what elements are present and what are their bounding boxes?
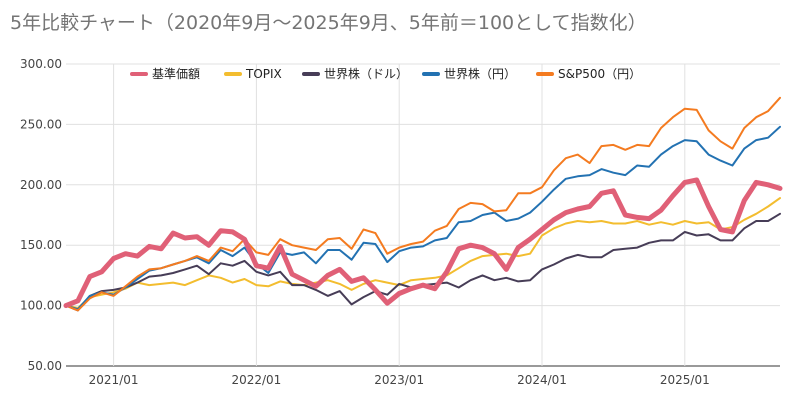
series-line-1 xyxy=(65,197,781,309)
x-tick-label: 2023/01 xyxy=(374,373,424,387)
series-line-2 xyxy=(65,212,781,312)
y-tick-label: 50.00 xyxy=(28,359,62,373)
legend-label-4: S&P500（円） xyxy=(558,67,641,81)
y-tick-label: 150.00 xyxy=(20,238,62,252)
grid-lines xyxy=(66,63,780,367)
legend-label-0: 基準価額 xyxy=(152,66,200,81)
legend-label-1: TOPIX xyxy=(245,67,282,81)
x-tick-label: 2022/01 xyxy=(231,373,281,387)
legend-label-3: 世界株（円） xyxy=(444,66,516,81)
series-line-0 xyxy=(63,177,783,309)
legend: 基準価額 TOPIX 世界株（ドル） 世界株（円） S&P500（円） xyxy=(130,66,641,81)
y-tick-label: 100.00 xyxy=(20,299,62,313)
series-line-4 xyxy=(65,96,781,312)
x-tick-label: 2021/01 xyxy=(89,373,139,387)
series-lines xyxy=(63,96,783,312)
legend-label-2: 世界株（ドル） xyxy=(324,66,408,81)
axis-labels: 300.00 250.00 200.00 150.00 100.00 50.00 2021/… xyxy=(20,57,710,387)
x-tick-label: 2025/01 xyxy=(660,373,710,387)
chart-title: 5年比較チャート（2020年9月～2025年9月、5年前＝100として指数化） xyxy=(10,12,647,34)
y-tick-label: 200.00 xyxy=(20,178,62,192)
x-tick-label: 2024/01 xyxy=(517,373,567,387)
y-tick-label: 250.00 xyxy=(20,117,62,131)
y-tick-label: 300.00 xyxy=(20,57,62,71)
